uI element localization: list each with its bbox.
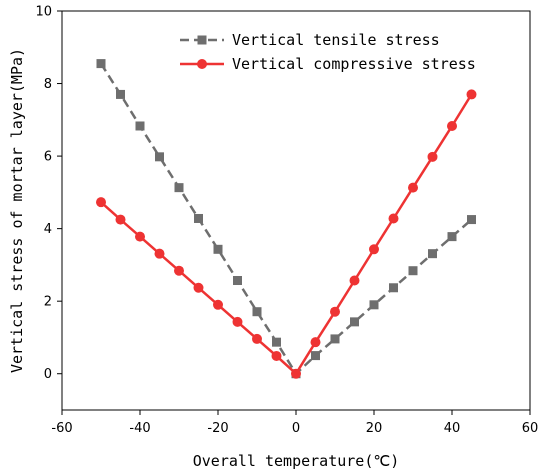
y-tick-label: 4 xyxy=(44,222,52,237)
data-point xyxy=(135,231,145,242)
y-tick-label: 8 xyxy=(44,77,52,92)
x-tick-label: -20 xyxy=(207,421,228,436)
legend-marker xyxy=(197,35,207,45)
series-line xyxy=(100,93,473,376)
x-tick-label: 60 xyxy=(522,421,539,436)
data-point xyxy=(408,266,418,276)
data-point xyxy=(427,151,438,162)
series-2 xyxy=(96,89,477,379)
data-point xyxy=(116,89,125,99)
data-point xyxy=(232,316,243,327)
data-point xyxy=(194,213,203,223)
x-tick-label: -60 xyxy=(51,421,72,436)
legend-marker xyxy=(197,59,207,69)
data-point xyxy=(213,244,223,254)
data-point xyxy=(330,306,340,317)
data-point xyxy=(311,351,320,361)
data-point xyxy=(96,59,106,69)
legend: Vertical tensile stress Vertical compress… xyxy=(180,31,476,73)
x-tick-label: 20 xyxy=(366,421,383,436)
data-point xyxy=(467,215,476,225)
data-point xyxy=(135,121,145,131)
data-point xyxy=(271,350,282,361)
y-tick-label: 10 xyxy=(35,5,52,20)
legend-item-1: Vertical tensile stress xyxy=(180,31,440,49)
data-point xyxy=(252,333,262,344)
data-point xyxy=(154,248,165,259)
data-point xyxy=(155,152,164,162)
data-point xyxy=(291,368,301,379)
data-point xyxy=(466,89,477,100)
axes: -60 -40 -20 0 20 40 60 0 2 4 6 8 10 xyxy=(35,5,538,437)
x-tick-label: -40 xyxy=(129,421,150,436)
x-tick-label: 40 xyxy=(444,421,461,436)
data-point xyxy=(389,283,398,293)
data-point xyxy=(447,232,457,242)
data-point xyxy=(369,244,379,255)
legend-item-2: Vertical compressive stress xyxy=(180,55,476,73)
series-1 xyxy=(96,59,476,379)
data-point xyxy=(233,276,242,286)
data-point xyxy=(369,300,379,310)
data-point xyxy=(349,275,360,286)
y-tick-label: 2 xyxy=(44,295,52,310)
x-tick-label: 0 xyxy=(292,421,300,436)
x-axis-title: Overall temperature(℃) xyxy=(193,452,400,470)
data-point xyxy=(408,182,418,193)
legend-label: Vertical compressive stress xyxy=(232,55,476,73)
y-tick-label: 0 xyxy=(44,367,52,382)
data-point xyxy=(174,183,184,193)
data-point xyxy=(174,265,184,276)
data-point xyxy=(388,213,399,224)
series-layer xyxy=(96,59,477,379)
data-point xyxy=(272,337,281,347)
data-point xyxy=(310,337,321,348)
y-axis-title: Vertical stress of mortar layer(MPa) xyxy=(8,48,26,373)
data-point xyxy=(96,197,106,208)
data-point xyxy=(350,317,359,327)
data-point xyxy=(115,214,126,225)
data-point xyxy=(330,334,340,344)
y-tick-label: 6 xyxy=(44,150,52,165)
legend-label: Vertical tensile stress xyxy=(232,31,440,49)
series-line xyxy=(99,62,473,376)
data-point xyxy=(252,307,262,317)
data-point xyxy=(447,120,457,131)
data-point xyxy=(193,282,204,293)
data-point xyxy=(213,299,223,310)
data-point xyxy=(428,249,437,259)
